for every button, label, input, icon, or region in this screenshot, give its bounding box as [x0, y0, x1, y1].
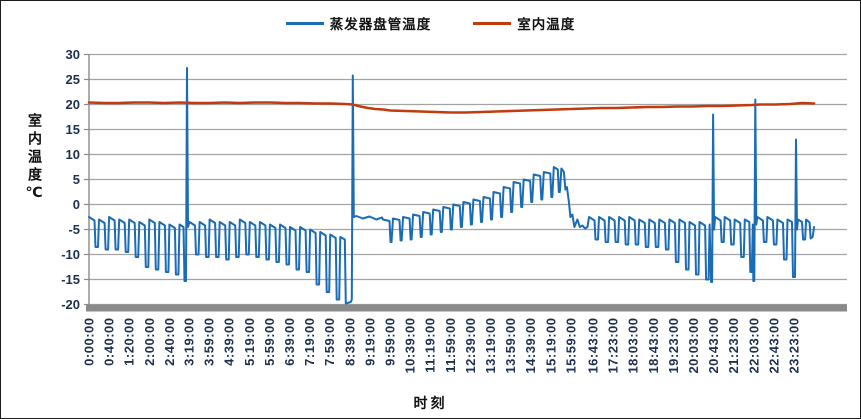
x-tick-label: 9:59:00 [382, 318, 397, 366]
x-tick-label: 7:19:00 [302, 318, 317, 366]
series-indoor-temp-line [87, 101, 816, 114]
x-tick-label: 15:19:00 [543, 318, 558, 374]
y-tick-label: -10 [61, 247, 80, 262]
x-tick-label: 5:19:00 [242, 318, 257, 366]
series-evaporator-coil-temp-line [88, 67, 816, 305]
x-tick-label: 19:23:00 [666, 318, 681, 374]
x-tick-label: 4:39:00 [222, 318, 237, 366]
x-tick-label: 2:00:00 [142, 318, 157, 366]
x-tick-label: 3:59:00 [202, 318, 217, 366]
x-tick-label: 18:43:00 [646, 318, 661, 374]
y-tick-label: 25 [66, 72, 80, 87]
x-tick-label: 18:03:00 [626, 318, 641, 374]
legend-label: 室内温度 [517, 17, 576, 32]
x-tick-label: 22:03:00 [746, 318, 761, 374]
x-tick-label: 10:39:00 [403, 318, 418, 374]
y-tick-label: 30 [66, 47, 80, 62]
y-tick-label: 0 [73, 197, 80, 212]
x-tick-label: 7:59:00 [322, 318, 337, 366]
x-tick-label: 11:59:00 [443, 318, 458, 373]
x-tick-label: 15:59:00 [563, 318, 578, 374]
x-tick-label: 22:43:00 [766, 318, 781, 374]
legend-line-swatch-red [473, 21, 512, 25]
y-tick-label: -15 [61, 272, 80, 287]
x-tick-label: 9:19:00 [362, 318, 377, 366]
x-tick-label: 5:59:00 [262, 318, 277, 366]
y-tick-label: 20 [66, 97, 80, 112]
x-tick-label: 3:19:00 [181, 318, 196, 366]
x-tick-label: 21:23:00 [726, 318, 741, 374]
x-tick-label: 17:23:00 [606, 318, 621, 374]
x-tick-label: 8:39:00 [342, 318, 357, 366]
x-tick-label: 20:03:00 [686, 318, 701, 374]
x-axis-bar [86, 304, 847, 312]
y-tick-label: 5 [73, 172, 80, 187]
x-axis-title: 时刻 [413, 395, 448, 411]
y-tick-label: 10 [66, 147, 80, 162]
x-tick-label: 23:23:00 [787, 318, 802, 374]
y-tick-label: -5 [68, 222, 80, 237]
x-tick-label: 0:40:00 [102, 318, 117, 366]
x-tick-label: 1:20:00 [122, 318, 137, 366]
legend-line-swatch-blue [285, 21, 324, 25]
y-tick-label: -20 [61, 297, 80, 312]
x-tick-label: 0:00:00 [82, 318, 97, 366]
x-tick-label: 20:43:00 [706, 318, 721, 374]
legend-item-evaporator-coil-temp: 蒸发器盘管温度 [285, 13, 432, 33]
legend-label: 蒸发器盘管温度 [329, 17, 432, 32]
legend-item-indoor-temp: 室内温度 [473, 13, 575, 33]
x-tick-label: 6:39:00 [282, 318, 297, 366]
x-tick-label: 14:39:00 [523, 318, 538, 374]
x-tick-label: 13:59:00 [503, 318, 518, 374]
x-tick-label: 12:39:00 [463, 318, 478, 374]
y-tick-label: 15 [66, 122, 80, 137]
y-axis-title: 室内温度℃ [27, 113, 43, 205]
chart-legend: 蒸发器盘管温度 室内温度 [1, 13, 860, 33]
x-tick-label: 16:43:00 [586, 318, 601, 374]
x-tick-label: 2:40:00 [162, 318, 177, 366]
x-tick-label: 11:19:00 [423, 318, 438, 373]
x-tick-label: 13:19:00 [483, 318, 498, 374]
